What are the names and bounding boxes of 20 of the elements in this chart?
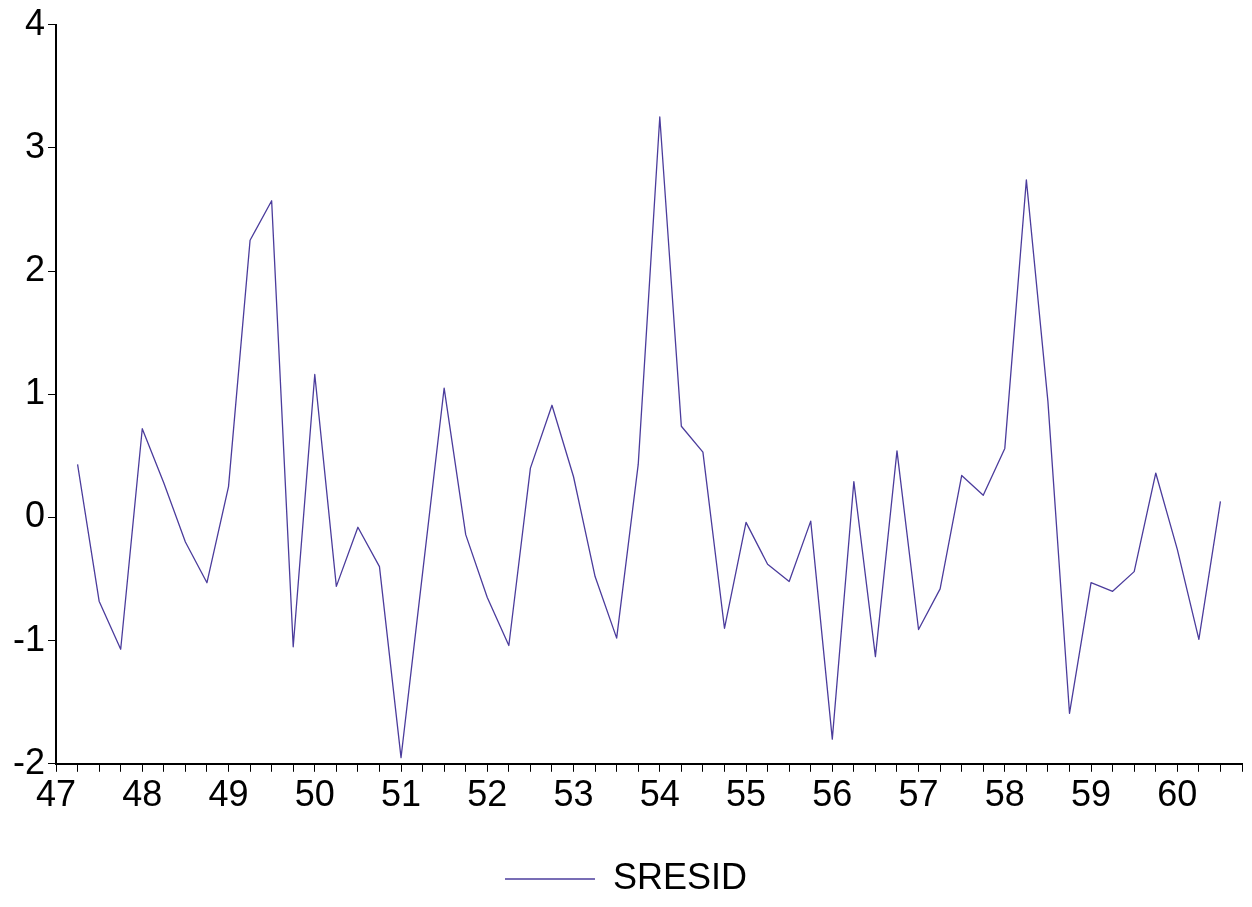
legend-label: SRESID [612,855,748,897]
x-tick-label: 55 [726,773,767,815]
x-tick-label: 51 [381,773,422,815]
y-tick-label: 4 [24,1,46,43]
x-tick-label: 58 [984,773,1025,815]
x-tick-label: 50 [294,773,335,815]
x-tick-label: 52 [467,773,508,815]
x-tick-label: 57 [898,773,939,815]
x-tick-label: 48 [122,773,163,815]
y-tick-label: -1 [12,617,46,659]
x-tick-label: 56 [812,773,853,815]
y-tick-label: 1 [24,371,46,413]
y-tick-label: 0 [24,494,46,536]
x-tick-label: 54 [639,773,680,815]
x-tick-label: 49 [208,773,249,815]
x-tick-label: 60 [1157,773,1198,815]
y-tick-label: 3 [24,124,46,166]
y-tick-label: 2 [24,247,46,289]
x-tick-label: 53 [553,773,594,815]
x-tick-label: 59 [1071,773,1112,815]
